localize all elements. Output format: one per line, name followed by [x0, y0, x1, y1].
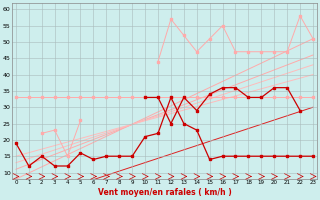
X-axis label: Vent moyen/en rafales ( km/h ): Vent moyen/en rafales ( km/h ) [98, 188, 231, 197]
